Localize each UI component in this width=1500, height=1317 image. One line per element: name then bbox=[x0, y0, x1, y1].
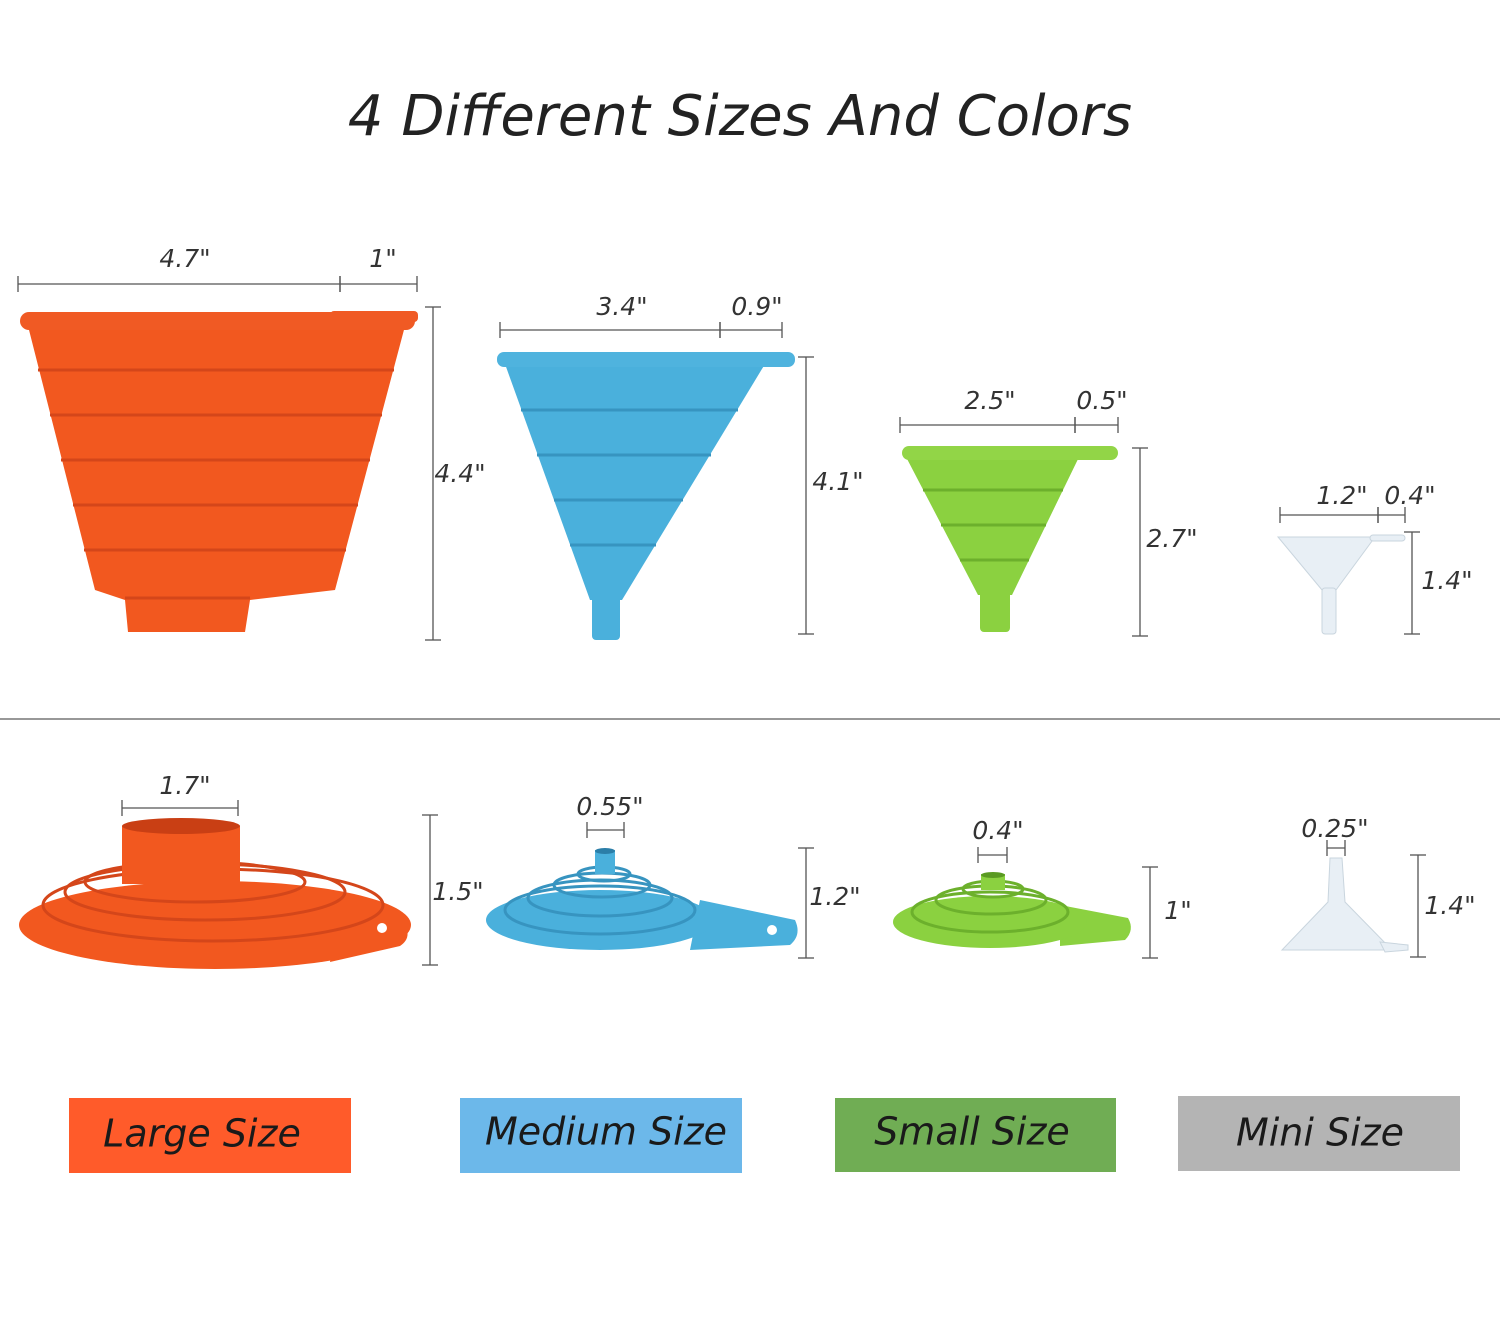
dimension-label: 0.4" bbox=[1384, 481, 1435, 510]
label-box bbox=[460, 1098, 742, 1173]
dimension-label: 1.7" bbox=[159, 771, 210, 800]
dimension-label: 1" bbox=[369, 244, 396, 273]
medium-funnel bbox=[497, 352, 795, 640]
label-box bbox=[69, 1098, 351, 1173]
dimension-label: 4.1" bbox=[812, 467, 863, 496]
dimension-label: 1.4" bbox=[1424, 891, 1475, 920]
dimension-label: 0.25" bbox=[1301, 814, 1368, 843]
dimension-label: 4.4" bbox=[434, 459, 485, 488]
dimension-label: 0.9" bbox=[731, 292, 782, 321]
dimension-label: 0.55" bbox=[576, 792, 643, 821]
mini-collapsed bbox=[1280, 857, 1409, 953]
label-box bbox=[1178, 1096, 1460, 1171]
dimension-label: 0.5" bbox=[1076, 386, 1127, 415]
medium-collapsed bbox=[486, 848, 798, 950]
dimension-label: 2.5" bbox=[964, 386, 1015, 415]
size-label: Mini Size bbox=[1236, 1111, 1404, 1155]
dimension-label: 1.5" bbox=[432, 877, 483, 906]
large-collapsed bbox=[19, 818, 411, 969]
dimension-label: 3.4" bbox=[596, 292, 647, 321]
size-label: Small Size bbox=[874, 1110, 1070, 1154]
dimension-label: 1.2" bbox=[1316, 481, 1367, 510]
dimension-label: 0.4" bbox=[972, 816, 1023, 845]
title: 4 Different Sizes And Colors bbox=[348, 84, 1132, 149]
dimension-label: 1" bbox=[1164, 896, 1191, 925]
mini-funnel bbox=[1276, 534, 1406, 635]
size-label: Large Size bbox=[103, 1112, 301, 1156]
dimension-label: 1.4" bbox=[1421, 566, 1472, 595]
small-collapsed bbox=[893, 872, 1131, 948]
size-label: Medium Size bbox=[485, 1110, 727, 1154]
large-funnel bbox=[20, 311, 418, 632]
dimension-label: 1.2" bbox=[809, 882, 860, 911]
dimension-label: 2.7" bbox=[1146, 524, 1197, 553]
dimension-label: 4.7" bbox=[159, 244, 210, 273]
label-box bbox=[835, 1098, 1116, 1172]
small-funnel bbox=[902, 446, 1118, 632]
